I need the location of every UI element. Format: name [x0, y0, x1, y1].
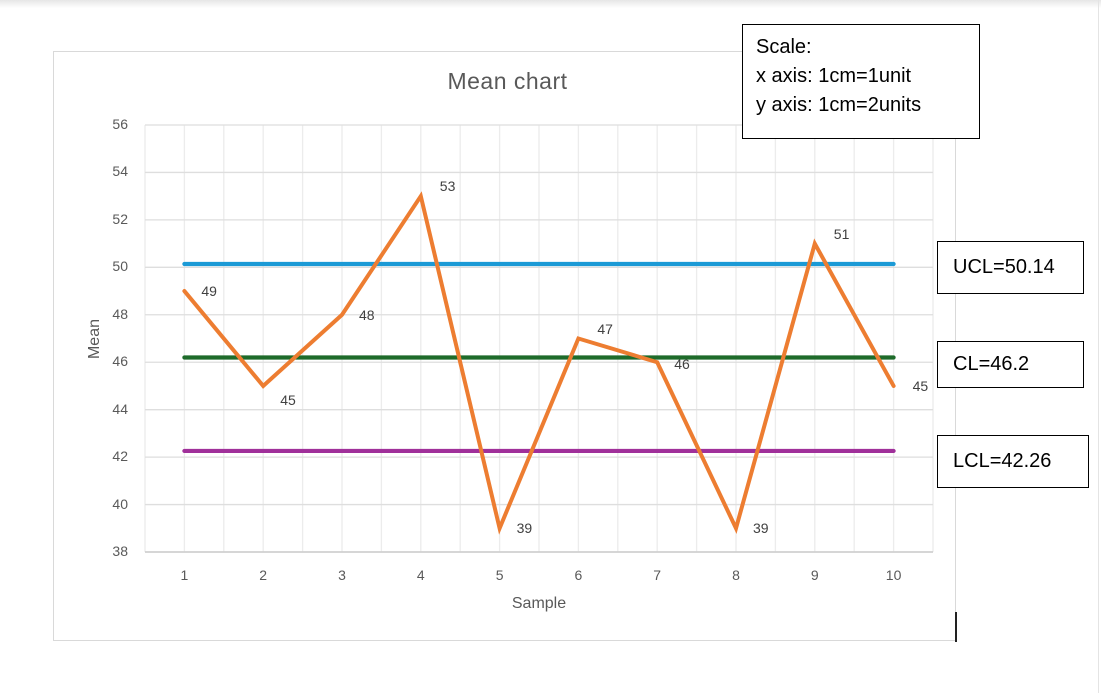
x-tick-label: 1 [180, 567, 189, 583]
data-point-label: 47 [597, 320, 613, 337]
x-axis-title: Sample [511, 595, 567, 612]
scale-y-line: y axis: 1cm=2units [756, 94, 922, 116]
y-tick-label: 48 [112, 305, 128, 322]
x-tick-label: 10 [885, 567, 902, 583]
data-point-label: 46 [674, 356, 690, 373]
x-tick-label: 5 [495, 567, 504, 583]
x-tick-label: 8 [732, 567, 740, 583]
y-tick-label: 38 [112, 543, 128, 559]
y-tick-label: 52 [112, 210, 128, 227]
y-tick-label: 40 [112, 495, 128, 512]
y-tick-label: 56 [112, 116, 128, 132]
mean-series-line[interactable] [182, 191, 896, 535]
y-tick-label: 50 [112, 258, 128, 275]
data-point-label: 45 [912, 377, 929, 394]
y-tick-label: 42 [112, 448, 128, 465]
chart-frame[interactable] [53, 51, 956, 641]
data-point-label: 51 [833, 225, 850, 242]
x-tick-label: 6 [574, 567, 583, 583]
gridlines [144, 124, 934, 553]
y-axis-title: Mean [86, 318, 103, 360]
data-point-label: 39 [753, 520, 769, 537]
scale-title: Scale: [756, 36, 812, 58]
y-tick-label: 46 [112, 353, 128, 370]
lcl-note-box[interactable]: LCL=42.26 [937, 435, 1089, 488]
y-tick-label: 54 [112, 163, 128, 180]
window-top-shadow [0, 0, 1101, 8]
x-tick-label: 2 [259, 567, 268, 583]
data-point-label: 53 [439, 178, 456, 195]
x-tick-label: 9 [810, 567, 819, 583]
data-point-label: 49 [201, 283, 217, 300]
scale-note-box[interactable]: Scale: x axis: 1cm=1unit y axis: 1cm=2un… [742, 24, 980, 139]
scale-x-line: x axis: 1cm=1unit [756, 65, 912, 87]
ucl-label: UCL=50.14 [953, 256, 1055, 278]
x-tick-label: 3 [338, 567, 346, 583]
series-lines [182, 191, 896, 535]
x-tick-label: 7 [653, 567, 662, 583]
y-tick-label: 44 [112, 400, 128, 417]
x-tick-label: 4 [416, 567, 425, 583]
cl-note-box[interactable]: CL=46.2 [937, 341, 1084, 388]
cl-label: CL=46.2 [953, 353, 1030, 375]
text-cursor-mark [955, 612, 957, 642]
chart-title: Mean chart [447, 68, 568, 94]
data-point-label: 48 [359, 306, 375, 323]
lcl-label: LCL=42.26 [953, 450, 1052, 472]
page-edge [1098, 0, 1099, 693]
ucl-note-box[interactable]: UCL=50.14 [937, 241, 1084, 294]
data-point-label: 45 [280, 391, 296, 408]
data-point-label: 39 [516, 520, 533, 537]
